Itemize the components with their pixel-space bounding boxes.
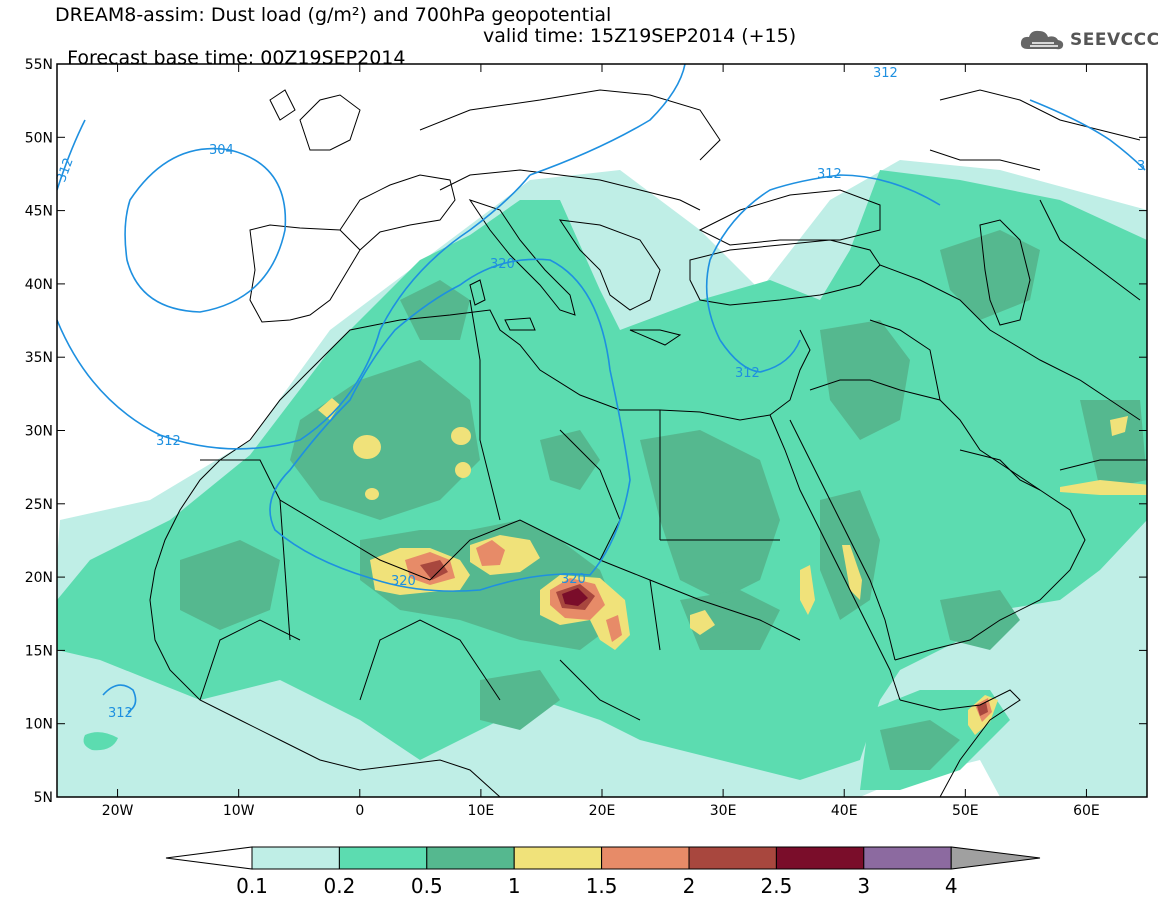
contour-label-312-east: 312 — [817, 167, 842, 182]
dust-fields — [57, 64, 1147, 797]
colorbar-segment — [601, 846, 690, 870]
latitude-ticks — [57, 63, 1147, 798]
lat-label: 35N — [25, 350, 53, 366]
colorbar-label: 0.1 — [236, 874, 268, 898]
lat-label: 15N — [25, 643, 53, 659]
contour-312-nw — [57, 119, 86, 191]
contour-label-312-arc: 312 — [735, 366, 760, 381]
colorbar-label: 2 — [683, 874, 696, 898]
valid-time: valid time: 15Z19SEP2014 (+15) — [483, 25, 797, 47]
colorbar-label: 2.5 — [760, 874, 792, 898]
lon-label: 0 — [355, 803, 364, 819]
contour-312-ne — [1029, 99, 1146, 171]
lon-label: 50E — [952, 803, 979, 819]
lon-label: 30E — [710, 803, 737, 819]
contour-label-312-north: 312 — [873, 66, 898, 81]
lon-label: 10W — [223, 803, 255, 819]
contour-label-edge: 3 — [1137, 159, 1145, 174]
colorbar-segment — [513, 846, 603, 870]
colorbar-label: 3 — [857, 874, 870, 898]
colorbar-segment — [338, 846, 428, 870]
colorbar-labels: 0.1 0.2 0.5 1 1.5 2 2.5 3 4 — [236, 874, 957, 898]
contour-label-312-small: 312 — [108, 706, 133, 721]
contour-320 — [269, 258, 631, 592]
lat-label: 5N — [34, 790, 53, 806]
dust-layer-01b — [900, 600, 1147, 797]
map-title: DREAM8-assim: Dust load (g/m²) and 700hP… — [55, 4, 612, 26]
longitude-ticks — [117, 64, 1087, 797]
contour-304 — [124, 147, 287, 313]
colorbar-arrow-right — [950, 846, 1041, 870]
lat-label: 40N — [25, 277, 53, 293]
lon-label: 60E — [1073, 803, 1100, 819]
colorbar-label: 0.2 — [323, 874, 355, 898]
cloud-icon — [1020, 30, 1064, 50]
dust-layer-05 — [180, 230, 1147, 770]
contour-label-320-north: 320 — [490, 257, 515, 272]
colorbar-label: 0.5 — [411, 874, 443, 898]
country-borders — [149, 89, 1147, 797]
lon-label: 40E — [831, 803, 858, 819]
lon-label: 20E — [589, 803, 616, 819]
contour-312-east — [705, 174, 941, 341]
contour-312-west — [57, 174, 531, 450]
colorbar-segment — [688, 846, 777, 870]
contour-labels: 304 312 312 312 312 312 312 320 320 320 … — [54, 66, 1145, 721]
longitude-labels: 20W 10W 0 10E 20E 30E 40E 50E 60E — [102, 803, 1100, 819]
colorbar-segment — [251, 846, 340, 870]
lat-label: 10N — [25, 717, 53, 733]
contour-label-320-west: 320 — [391, 574, 416, 589]
dust-layer-15 — [405, 540, 992, 722]
contour-label-304: 304 — [209, 143, 234, 158]
lat-label: 30N — [25, 424, 53, 440]
lon-label: 10E — [468, 803, 495, 819]
lon-label: 20W — [102, 803, 134, 819]
contour-312-north — [529, 64, 686, 176]
lat-label: 50N — [25, 130, 53, 146]
colorbar-label: 1 — [508, 874, 521, 898]
colorbar — [165, 846, 1041, 870]
logo-text: SEEVCCC — [1070, 30, 1160, 50]
lat-label: 45N — [25, 204, 53, 220]
colorbar-segment — [426, 846, 515, 870]
lat-label: 55N — [25, 57, 53, 73]
colorbar-label: 4 — [945, 874, 958, 898]
contour-312-small — [102, 684, 137, 713]
colorbar-arrow-left — [165, 846, 253, 870]
dust-layer-25 — [562, 588, 588, 606]
geopotential-contours — [57, 64, 1146, 713]
contour-312-arc — [719, 339, 801, 373]
colorbar-label: 1.5 — [586, 874, 618, 898]
colorbar-segment — [863, 846, 952, 870]
lat-label: 25N — [25, 497, 53, 513]
contour-label-312-west: 312 — [156, 434, 181, 449]
dust-layer-02c — [83, 732, 118, 751]
contour-label-320-east: 320 — [561, 572, 586, 587]
seevccc-logo: SEEVCCC — [1018, 26, 1160, 54]
lat-label: 20N — [25, 570, 53, 586]
latitude-labels: 55N 50N 45N 40N 35N 30N 25N 20N 15N 10N 5N — [25, 57, 53, 806]
colorbar-segment — [775, 846, 865, 870]
